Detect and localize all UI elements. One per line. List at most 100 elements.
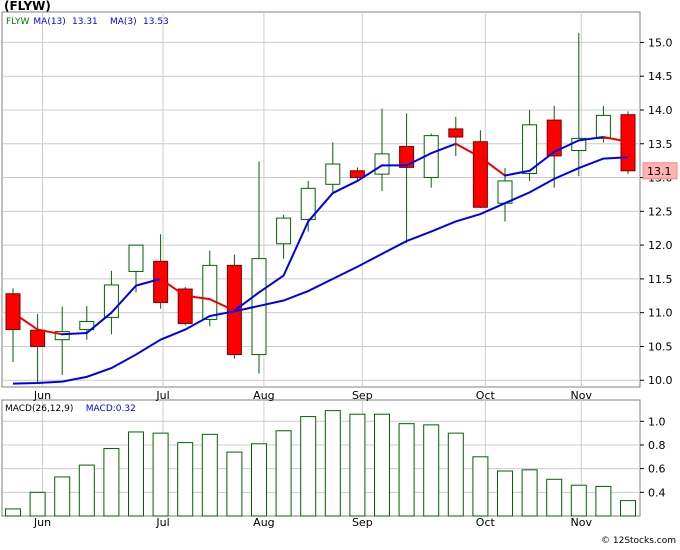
last-price-label: 13.1 <box>647 165 672 178</box>
ma3-segment <box>430 142 457 155</box>
macd-bar <box>620 500 636 517</box>
month-label: Nov <box>571 389 593 402</box>
ma3-segment <box>12 311 39 331</box>
ma3-segment <box>208 298 236 312</box>
macd-bar <box>398 423 415 517</box>
price-legend-item: FLYW <box>6 17 29 27</box>
candle-body <box>620 114 636 172</box>
ma3-segment <box>504 169 531 177</box>
candle-body <box>374 153 390 175</box>
candle <box>79 305 95 340</box>
ma3-segment <box>356 164 383 182</box>
candle-body <box>472 141 488 208</box>
month-label: Jul <box>155 389 169 402</box>
candle <box>497 168 513 222</box>
macd-bar <box>521 469 538 517</box>
macd-bar <box>349 413 366 517</box>
ma3-segment <box>331 179 359 195</box>
macd-bar <box>447 432 464 517</box>
macd-bar <box>423 424 440 517</box>
month-label: Oct <box>476 389 496 402</box>
candle-body <box>54 331 70 341</box>
ma3-segment <box>282 220 310 277</box>
candle <box>399 113 415 244</box>
price-tick-label: 12.0 <box>648 239 673 252</box>
candle <box>276 214 292 259</box>
ma3-segment <box>184 294 211 301</box>
candle-body <box>30 329 46 347</box>
ma3-segment <box>135 277 162 287</box>
chart-headers: (FLYW) FLYW MA(13) 13.31 MA(3) 13.53 MACD(26,1… <box>4 0 169 414</box>
month-label: Jun <box>33 389 51 402</box>
chart-title: (FLYW) <box>4 0 51 13</box>
candle-body <box>153 260 169 304</box>
candle <box>374 108 390 192</box>
ma13-line <box>12 156 629 385</box>
candle-body <box>79 320 95 331</box>
candle <box>448 116 464 156</box>
ma3-segment <box>233 291 260 312</box>
price-tick-label: 11.5 <box>648 273 673 286</box>
ma3-segment <box>85 311 113 334</box>
macd-bar <box>251 443 267 517</box>
macd-bar <box>324 410 341 517</box>
candle-body <box>448 128 464 138</box>
price-tick-label: 11.0 <box>648 307 673 320</box>
macd-bar <box>570 484 587 517</box>
macd-bar <box>103 448 120 517</box>
candle-body <box>546 119 562 157</box>
month-label: Oct <box>476 516 496 529</box>
ma3-segment <box>405 152 433 167</box>
candle <box>472 130 488 208</box>
price-tick-label: 14.5 <box>648 70 673 83</box>
macd-bar <box>177 442 194 517</box>
candle <box>620 111 636 175</box>
price-legend-item: MA(3) <box>110 17 137 27</box>
ma3-segment <box>553 139 580 153</box>
macd-bar <box>374 413 390 517</box>
ma3-segment <box>528 150 556 172</box>
ma3-segment <box>602 136 629 143</box>
price-tick-label: 12.5 <box>648 205 673 218</box>
price-tick-label: 15.0 <box>648 36 673 49</box>
macd-bar <box>226 451 243 517</box>
candle-body <box>399 145 415 168</box>
candle-body <box>128 244 144 272</box>
price-legend-item: MA(13) <box>33 17 65 27</box>
candle-body <box>497 180 513 204</box>
candle-body <box>325 163 341 185</box>
price-tick-label: 10.5 <box>648 340 673 353</box>
month-label: Aug <box>253 516 274 529</box>
macd-bar <box>497 470 513 517</box>
candle <box>153 234 169 309</box>
last-price-box <box>642 162 678 180</box>
candle <box>5 288 21 362</box>
price-tick-label: 10.0 <box>648 374 673 387</box>
macd-tick-label: 0.8 <box>648 439 666 452</box>
ma3-segment <box>479 156 506 177</box>
candle-body <box>5 293 21 331</box>
price-tick-label: 13.5 <box>648 138 673 151</box>
macd-bar <box>201 433 218 517</box>
macd-tick-label: 1.0 <box>648 415 666 428</box>
price-panel <box>5 32 636 385</box>
credit-text: © 12Stocks.com <box>601 536 676 546</box>
ma3-segment <box>307 192 334 223</box>
macd-bar <box>78 464 95 517</box>
macd-bar <box>300 416 317 517</box>
ma3-segment <box>36 328 64 336</box>
price-panel-frame <box>1 11 641 388</box>
macd-tick-label: 0.6 <box>648 463 666 476</box>
macd-legend-item: MACD(26,12,9) <box>5 404 73 414</box>
macd-tick-label: 0.4 <box>648 486 666 499</box>
candle-body <box>522 124 538 174</box>
month-label: Sep <box>352 516 373 529</box>
axis-labels: 10.010.511.011.512.012.513.013.514.014.5… <box>33 36 678 529</box>
candle-body <box>595 114 611 139</box>
candle <box>54 306 70 375</box>
candle-body <box>300 187 316 220</box>
month-label: Nov <box>571 516 593 529</box>
macd-bar <box>275 430 292 517</box>
